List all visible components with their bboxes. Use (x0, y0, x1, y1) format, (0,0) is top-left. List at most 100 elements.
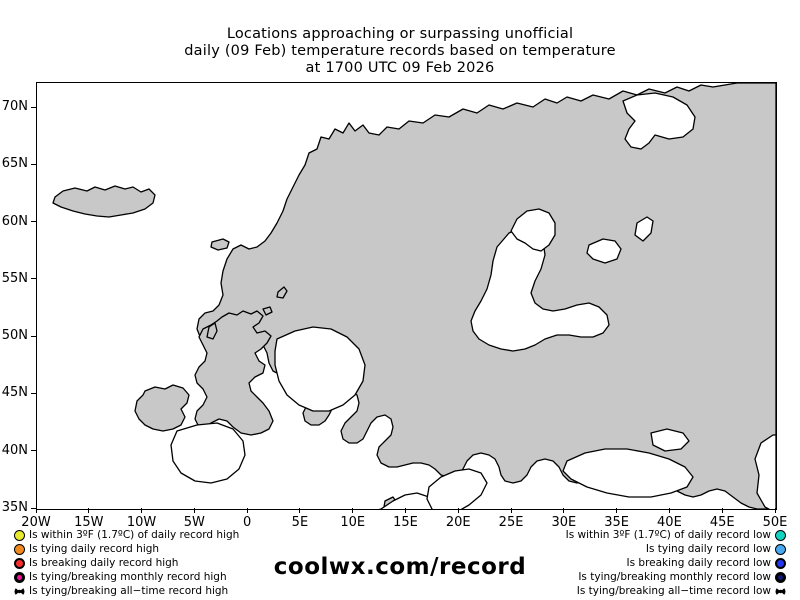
title-line-1: Locations approaching or surpassing unof… (226, 26, 574, 42)
shetland-islands (276, 286, 288, 299)
north-sea (274, 326, 366, 412)
lake-onega (634, 216, 654, 242)
legend-symbol-ringed (775, 557, 786, 569)
legend-high-records: Is within 3ºF (1.7ºC) of daily record hi… (14, 528, 243, 598)
lon-tickmark (563, 508, 565, 513)
lon-tickmark (246, 508, 248, 513)
title-line-2: daily (09 Feb) temperature records based… (184, 43, 616, 59)
outer-hebrides (206, 322, 218, 340)
lon-axis-label: 15E (393, 515, 418, 530)
legend-item-label: Is within 3ºF (1.7ºC) of daily record lo… (565, 529, 771, 541)
legend-symbol-thick (14, 571, 25, 583)
legend-item-label: Is tying/breaking all−time record high (29, 585, 229, 597)
legend-item: Is breaking daily record high (14, 556, 243, 570)
lon-axis-label: 35E (604, 515, 630, 530)
europe-map (37, 83, 776, 509)
lon-axis-label: 15W (74, 515, 104, 530)
lon-tickmark (88, 508, 90, 513)
lon-axis-label: 5E (291, 515, 309, 530)
caspian-sea (754, 434, 776, 509)
legend-symbol-plain (775, 529, 786, 541)
great-britain (194, 310, 274, 436)
lon-tickmark (457, 508, 459, 513)
legend-item: Is breaking daily record low (562, 556, 786, 570)
faroe-islands (210, 238, 230, 251)
legend-item: Is within 3ºF (1.7ºC) of daily record hi… (14, 528, 243, 542)
lat-tickmark (31, 507, 36, 509)
sea-of-azov (650, 428, 690, 452)
legend-symbol-plain (775, 543, 786, 555)
legend-item: Is tying/breaking all−time record low (562, 584, 786, 598)
lon-axis-label: 20E (445, 515, 471, 530)
lon-tickmark (193, 508, 195, 513)
lat-axis-label: 55N (1, 270, 28, 286)
title-line-3: at 1700 UTC 09 Feb 2026 (305, 60, 495, 76)
legend-symbol-plain (14, 543, 25, 555)
lon-tickmark (352, 508, 354, 513)
lon-axis-label: 40E (657, 515, 682, 530)
legend-item-label: Is breaking daily record low (626, 557, 772, 569)
lat-axis-label: 50N (1, 328, 28, 344)
baltic-sea (470, 226, 610, 352)
legend-symbol-thick (775, 571, 786, 583)
orkney-islands (262, 306, 273, 316)
lon-axis-label: 0 (243, 515, 252, 530)
ireland (134, 384, 190, 432)
lon-tickmark (616, 508, 618, 513)
lon-axis-label: 30E (551, 515, 577, 530)
lon-tickmark (405, 508, 406, 513)
lat-tickmark (31, 106, 36, 108)
legend-item: Is tying/breaking all−time record high (14, 584, 243, 598)
lon-axis-label: 5W (183, 515, 205, 530)
lon-tickmark (141, 508, 143, 513)
page-title: Locations approaching or surpassing unof… (0, 26, 800, 77)
lat-tickmark (31, 392, 36, 394)
lon-tickmark (510, 508, 512, 513)
lon-tickmark (668, 508, 670, 513)
lon-axis-label: 20W (21, 515, 51, 530)
lon-axis-label: 25E (498, 515, 524, 530)
lat-axis-label: 60N (1, 213, 28, 229)
legend-item-label: Is tying/breaking monthly record high (29, 571, 227, 583)
map-plot-area[interactable] (36, 82, 777, 510)
mediterranean-sea (378, 492, 439, 509)
lat-tickmark (31, 278, 36, 280)
lon-axis-label: 45E (709, 515, 735, 530)
lon-tickmark (721, 508, 723, 513)
lat-tickmark (31, 163, 36, 165)
legend-symbol-plain (14, 529, 25, 541)
lon-tickmark (35, 508, 37, 513)
lat-axis-label: 70N (1, 99, 28, 115)
lake-ladoga (586, 238, 622, 264)
gulf-of-bothnia (510, 208, 556, 252)
legend-low-records: Is within 3ºF (1.7ºC) of daily record lo… (562, 528, 786, 598)
legend-item-label: Is tying/breaking monthly record low (578, 571, 771, 583)
legend-item: Is tying/breaking monthly record low (562, 570, 786, 584)
adriatic-sea (426, 468, 488, 509)
legend-symbol-burst (775, 585, 786, 597)
legend-symbol-burst (14, 585, 25, 597)
lon-axis-label: 10E (340, 515, 366, 530)
white-sea (622, 92, 696, 150)
lon-axis-label: 50E (762, 515, 788, 530)
lat-axis-label: 40N (1, 442, 28, 458)
lat-tickmark (31, 450, 36, 452)
lat-axis-label: 35N (1, 500, 28, 515)
bay-of-biscay (170, 422, 246, 484)
watermark-coolwx[interactable]: coolwx.com/record (273, 554, 527, 580)
legend-symbol-ringed (14, 557, 25, 569)
legend-item: Is tying/breaking monthly record high (14, 570, 243, 584)
legend-item: Is tying daily record low (562, 542, 786, 556)
legend-item: Is within 3ºF (1.7ºC) of daily record lo… (562, 528, 786, 542)
legend-item-label: Is tying daily record high (29, 543, 160, 555)
legend-item-label: Is within 3ºF (1.7ºC) of daily record hi… (29, 529, 240, 541)
lon-tickmark (299, 508, 301, 513)
iceland (52, 185, 156, 218)
lon-tickmark (774, 508, 776, 513)
lat-tickmark (31, 335, 36, 337)
lat-axis-label: 65N (1, 156, 28, 172)
lat-axis-label: 45N (1, 385, 28, 401)
legend-item-label: Is tying/breaking all−time record low (576, 585, 771, 597)
black-sea (562, 448, 694, 498)
lat-tickmark (31, 221, 36, 223)
